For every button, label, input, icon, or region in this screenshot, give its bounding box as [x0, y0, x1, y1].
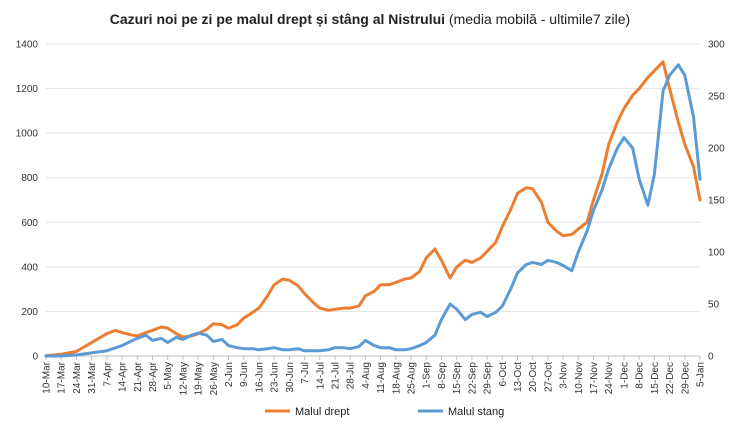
x-tick-label: 21-Apr — [133, 361, 144, 392]
x-tick-label: 30-Jun — [285, 362, 296, 393]
x-tick-label: 29-Dec — [680, 362, 691, 394]
x-tick-label: 5-May — [163, 362, 174, 390]
x-tick-label: 16-Jun — [254, 362, 265, 393]
x-tick-label: 7-Jul — [300, 362, 311, 384]
x-tick-label: 26-May — [209, 362, 220, 395]
x-tick-label: 24-Mar — [72, 361, 83, 393]
x-tick-label: 9-Jun — [239, 362, 250, 387]
y-left-tick-label: 400 — [21, 262, 38, 273]
x-tick-label: 7-Apr — [102, 361, 113, 386]
x-tick-label: 13-Oct — [513, 362, 524, 392]
x-tick-label: 1-Dec — [619, 362, 630, 389]
legend: Malul drept Malul stang — [265, 406, 504, 418]
x-tick-label: 19-May — [194, 362, 205, 395]
y-axis-right: 0 50 100 150 200 250 300 — [708, 40, 725, 363]
y-right-tick-label: 300 — [708, 40, 725, 51]
y-left-tick-label: 600 — [21, 218, 38, 229]
x-tick-label: 18-Aug — [391, 362, 402, 394]
x-tick-label: 1-Sep — [422, 362, 433, 389]
x-tick-label: 8-Dec — [635, 362, 646, 389]
x-tick-label: 4-Aug — [361, 362, 372, 389]
y-left-tick-label: 1000 — [16, 129, 39, 140]
x-tick-label: 12-May — [178, 362, 189, 395]
y-left-tick-label: 800 — [21, 173, 38, 184]
x-tick-label: 11-Aug — [376, 362, 387, 394]
y-left-tick-label: 1400 — [16, 40, 39, 51]
y-left-tick-label: 0 — [32, 352, 38, 363]
x-tick-label: 15-Sep — [452, 362, 463, 395]
x-tick-label: 5-Jan — [696, 362, 707, 387]
gridlines — [46, 43, 700, 357]
series-lines — [44, 60, 702, 358]
x-tick-label: 28-Jul — [346, 362, 357, 389]
series-line-malul-stang — [44, 63, 702, 358]
y-left-tick-label: 1200 — [16, 84, 39, 95]
x-axis: 10-Mar 17-Mar 24-Mar 31-Mar 7-Apr 14-Apr 21-Ap… — [42, 356, 707, 395]
legend-label-malul-drept: Malul drept — [295, 406, 349, 418]
x-tick-label: 2-Jun — [224, 362, 235, 387]
x-tick-label: 17-Nov — [589, 362, 600, 394]
x-tick-label: 23-Jun — [270, 362, 281, 393]
y-right-tick-label: 150 — [708, 196, 725, 207]
x-tick-label: 10-Mar — [42, 361, 53, 393]
x-tick-label: 14-Jul — [315, 362, 326, 389]
x-tick-label: 22-Sep — [467, 362, 478, 395]
x-tick-label: 15-Dec — [650, 362, 661, 394]
x-tick-label: 14-Apr — [118, 361, 129, 392]
y-right-tick-label: 200 — [708, 144, 725, 155]
x-tick-label: 24-Nov — [604, 362, 615, 394]
x-tick-label: 17-Mar — [57, 361, 68, 393]
x-tick-label: 20-Oct — [528, 362, 539, 392]
y-right-tick-label: 250 — [708, 92, 725, 103]
x-tick-label: 10-Nov — [574, 362, 585, 394]
chart-title-note: (media mobilă - ultimile7 zile) — [445, 11, 630, 27]
y-left-tick-label: 200 — [21, 307, 38, 318]
x-tick-label: 25-Aug — [407, 362, 418, 394]
y-right-tick-label: 100 — [708, 248, 725, 259]
chart-title-main: Cazuri noi pe zi pe malul drept și stâng… — [110, 11, 445, 27]
chart-title: Cazuri noi pe zi pe malul drept și stâng… — [110, 11, 630, 27]
x-tick-label: 28-Apr — [148, 361, 159, 392]
x-tick-label: 3-Nov — [559, 362, 570, 389]
x-tick-label: 8-Sep — [437, 362, 448, 389]
legend-label-malul-stang: Malul stang — [448, 406, 504, 418]
x-tick-label: 22-Dec — [665, 362, 676, 394]
y-right-tick-label: 0 — [708, 352, 714, 363]
x-tick-label: 6-Oct — [498, 362, 509, 387]
y-right-tick-label: 50 — [708, 300, 720, 311]
x-tick-label: 29-Sep — [483, 362, 494, 395]
y-axis-left: 0 200 400 600 800 1000 1200 1400 — [16, 40, 39, 363]
x-tick-label: 27-Oct — [543, 362, 554, 392]
x-tick-label: 31-Mar — [87, 361, 98, 393]
series-line-malul-drept — [44, 60, 702, 358]
x-tick-label: 21-Jul — [330, 362, 341, 389]
